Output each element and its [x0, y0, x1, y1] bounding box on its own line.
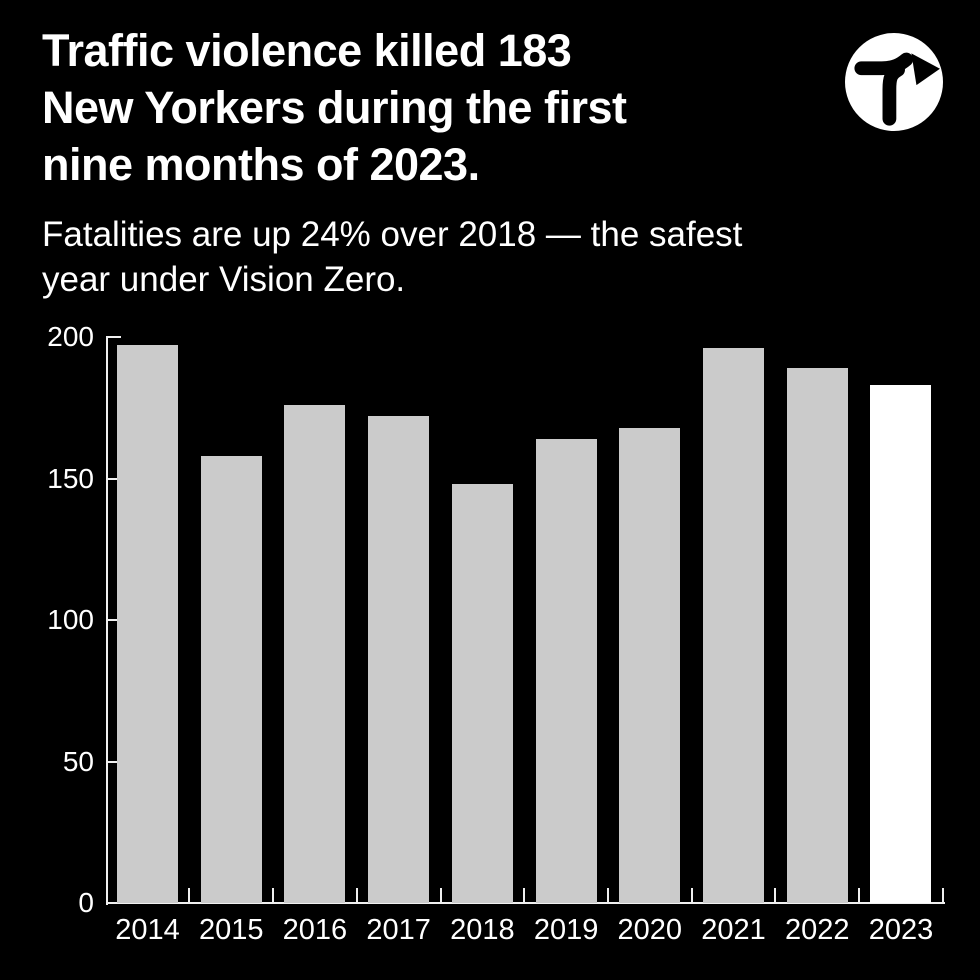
bar-2018: [451, 484, 513, 903]
bar-2015: [200, 455, 262, 903]
y-axis-tick-0: [108, 902, 121, 904]
turn-arrow-logo-icon: [845, 33, 943, 131]
x-axis-tick: [941, 888, 944, 903]
y-axis-label-100: 100: [47, 604, 94, 635]
y-axis-tick-100: [108, 619, 121, 621]
x-axis-label-2017: 2017: [366, 914, 431, 946]
x-axis-label-2020: 2020: [617, 914, 683, 946]
x-axis-label-2023: 2023: [868, 914, 934, 946]
y-axis-tick-50: [108, 760, 121, 763]
x-axis-tick: [774, 888, 777, 903]
x-axis-tick: [188, 888, 191, 903]
bar-2022: [786, 368, 848, 903]
page-subtitle: Fatalities are up 24% over 2018 — the sa…: [42, 212, 922, 302]
x-axis-tick: [690, 888, 693, 903]
bar-2023: [870, 385, 932, 903]
y-axis-tick-150: [108, 477, 121, 480]
y-axis-label-200: 200: [47, 321, 94, 352]
title-line-2: New Yorkers during the first: [42, 82, 627, 133]
x-axis-tick: [523, 888, 526, 903]
y-axis-tick-200: [108, 336, 121, 338]
x-axis-tick: [858, 888, 861, 903]
x-axis-tick: [606, 888, 609, 903]
x-axis-tick: [272, 888, 275, 903]
y-axis-line: [106, 336, 108, 905]
x-axis-label-2021: 2021: [701, 914, 766, 946]
subtitle-line-1: Fatalities are up 24% over 2018 — the sa…: [42, 215, 743, 254]
x-axis-tick: [439, 888, 442, 903]
x-axis-label-2016: 2016: [282, 914, 348, 946]
x-axis-tick: [355, 888, 358, 903]
x-axis-line: [106, 902, 945, 904]
page-title: Traffic violence killed 183 New Yorkers …: [42, 22, 822, 193]
bar-2016: [284, 404, 346, 903]
x-axis-label-2015: 2015: [198, 914, 264, 946]
y-axis-label-150: 150: [47, 462, 94, 494]
title-line-3: nine months of 2023.: [42, 139, 480, 190]
subtitle-line-2: year under Vision Zero.: [42, 260, 406, 299]
y-axis-label-50: 50: [62, 745, 94, 777]
x-axis-label-2019: 2019: [533, 914, 599, 946]
bar-2019: [535, 438, 597, 903]
x-axis-label-2018: 2018: [450, 914, 515, 946]
bar-2020: [619, 427, 681, 903]
bar-2014: [117, 345, 178, 903]
bar-2017: [368, 416, 430, 903]
title-line-1: Traffic violence killed 183: [42, 25, 572, 76]
x-axis-label-2014: 2014: [115, 914, 180, 946]
y-axis-label-0: 0: [78, 887, 94, 918]
bar-2021: [703, 348, 765, 903]
x-axis-label-2022: 2022: [784, 914, 850, 946]
